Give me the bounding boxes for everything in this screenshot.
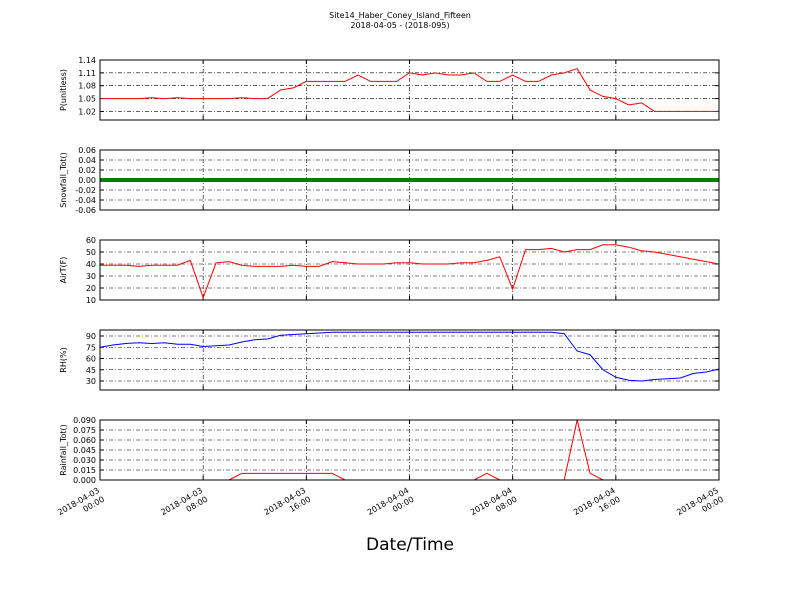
y-axis-label: Snowfall_Tot() bbox=[59, 152, 68, 208]
y-tick-label: 30 bbox=[86, 272, 96, 281]
y-tick-label: 0.000 bbox=[73, 476, 96, 485]
y-tick-label: 90 bbox=[86, 332, 96, 341]
y-tick-label: 30 bbox=[86, 377, 96, 386]
figure-subtitle: 2018-04-05 - (2018-095) bbox=[350, 21, 449, 30]
plot-frame bbox=[99, 59, 720, 121]
y-axis-label: AirT(F) bbox=[59, 257, 68, 284]
y-tick-label: 20 bbox=[86, 284, 96, 293]
y-tick-label: 0.045 bbox=[73, 446, 96, 455]
y-tick-label: -0.02 bbox=[75, 186, 96, 195]
plot-frame bbox=[99, 419, 720, 481]
y-tick-label: 1.14 bbox=[78, 56, 96, 65]
y-tick-label: 1.05 bbox=[78, 95, 96, 104]
y-tick-label: 1.11 bbox=[78, 69, 96, 78]
y-tick-label: 10 bbox=[86, 296, 96, 305]
data-line bbox=[100, 67, 719, 112]
y-axis-label: RH(%) bbox=[59, 347, 68, 372]
y-tick-label: 40 bbox=[86, 260, 96, 269]
y-tick-label: 0.075 bbox=[73, 426, 96, 435]
y-tick-label: 0.015 bbox=[73, 466, 96, 475]
y-tick-label: 60 bbox=[86, 236, 96, 245]
plot-frame bbox=[99, 149, 720, 211]
plot-frame bbox=[99, 329, 720, 391]
y-tick-label: 0.02 bbox=[78, 166, 96, 175]
y-tick-label: 0.04 bbox=[78, 156, 96, 165]
y-tick-label: 1.02 bbox=[78, 107, 96, 116]
plot-frame bbox=[99, 239, 720, 301]
y-tick-label: -0.06 bbox=[75, 206, 96, 215]
y-tick-label: 0.090 bbox=[73, 416, 96, 425]
figure-title: Site14_Haber_Coney_Island_Fifteen bbox=[329, 11, 471, 20]
y-tick-label: 1.08 bbox=[78, 82, 96, 91]
y-tick-label: 60 bbox=[86, 355, 96, 364]
y-axis-label: Rainfall_Tot() bbox=[59, 424, 68, 476]
data-line bbox=[99, 331, 720, 382]
data-line bbox=[100, 244, 720, 300]
y-tick-label: 50 bbox=[86, 248, 96, 257]
y-axis-label: P(unitless) bbox=[59, 69, 68, 111]
y-tick-label: 0.030 bbox=[73, 456, 96, 465]
y-tick-label: 75 bbox=[86, 343, 96, 352]
y-tick-label: -0.04 bbox=[75, 196, 96, 205]
y-tick-label: 45 bbox=[86, 366, 96, 375]
y-tick-label: 0.06 bbox=[78, 146, 96, 155]
y-tick-label: 0.00 bbox=[78, 176, 96, 185]
y-tick-label: 0.060 bbox=[73, 436, 96, 445]
x-axis-label: Date/Time bbox=[366, 535, 454, 555]
